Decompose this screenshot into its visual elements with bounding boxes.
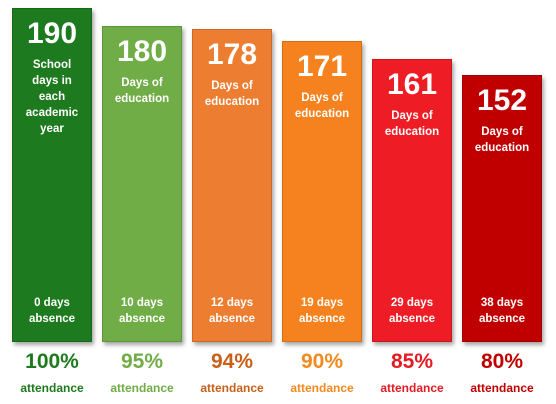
bar-value-label: 152 <box>476 84 528 117</box>
bar-description: Days of education <box>384 110 440 138</box>
attendance-percent: 85% <box>390 350 434 373</box>
bar-absence-label: 29 days absence <box>388 297 436 325</box>
bar-value-label: 161 <box>386 68 438 101</box>
attendance-percent: 95% <box>120 350 164 373</box>
attendance-label: attendance <box>290 381 354 395</box>
bar-152: 152 Days of education 38 days absence <box>462 75 542 342</box>
bar-description: Days of education <box>294 92 350 120</box>
bar-value-label: 178 <box>206 38 258 71</box>
attendance-label: attendance <box>470 381 534 395</box>
bar-absence-label: 38 days absence <box>478 297 526 325</box>
bar-value-label: 190 <box>26 17 78 50</box>
bar-description: School days in each academic year <box>25 59 79 135</box>
attendance-label: attendance <box>380 381 444 395</box>
bar-description: Days of education <box>114 77 170 105</box>
bar-161: 161 Days of education 29 days absence <box>372 59 452 342</box>
bar-190: 190 School days in each academic year 0 da… <box>12 8 92 342</box>
bar-absence-label: 10 days absence <box>118 297 166 325</box>
bar-178: 178 Days of education 12 days absence <box>192 29 272 342</box>
attendance-label: attendance <box>110 381 174 395</box>
bar-value-label: 180 <box>116 35 168 68</box>
attendance-percent: 90% <box>300 350 344 373</box>
bar-description: Days of education <box>204 80 260 108</box>
bar-absence-label: 19 days absence <box>298 297 346 325</box>
bar-absence-label: 0 days absence <box>28 297 76 325</box>
attendance-label: attendance <box>20 381 84 395</box>
bar-value-label: 171 <box>296 50 348 83</box>
bar-description: Days of education <box>474 126 530 154</box>
attendance-label: attendance <box>200 381 264 395</box>
bar-180: 180 Days of education 10 days absence <box>102 26 182 342</box>
bar-171: 171 Days of education 19 days absence <box>282 41 362 342</box>
bar-absence-label: 12 days absence <box>208 297 256 325</box>
attendance-percent: 100% <box>25 350 79 373</box>
attendance-percent: 80% <box>480 350 524 373</box>
attendance-percent: 94% <box>210 350 254 373</box>
